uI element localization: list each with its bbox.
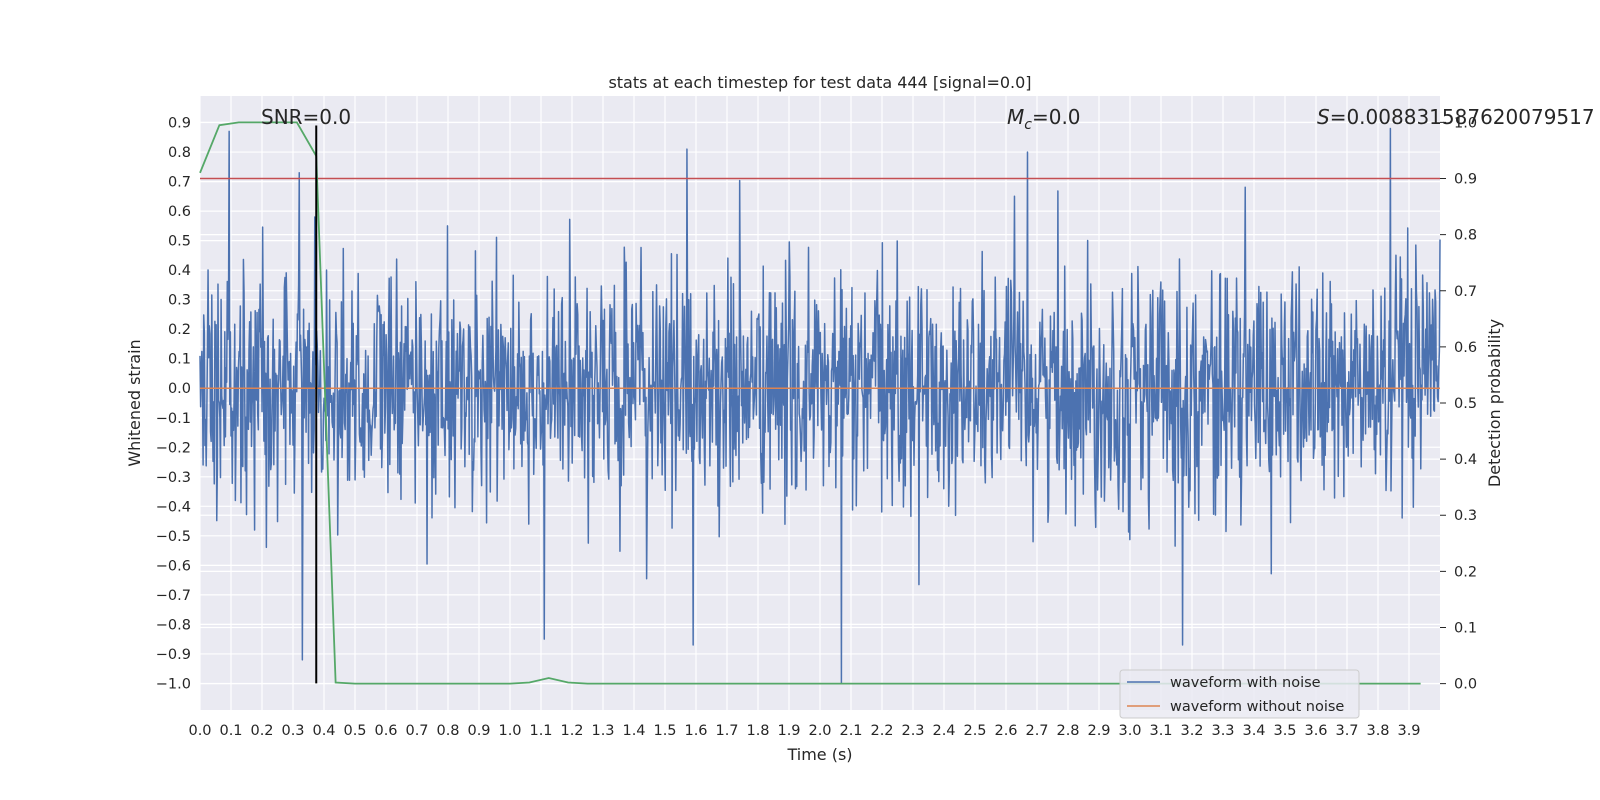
y2-axis-label: Detection probability bbox=[1485, 319, 1504, 487]
x-tick-label: 2.6 bbox=[994, 723, 1017, 739]
y-tick-label: −0.5 bbox=[156, 529, 191, 545]
y2-tick-label: 0.5 bbox=[1454, 396, 1477, 412]
x-tick-label: 3.0 bbox=[1118, 723, 1141, 739]
y-axis-label: Whitened strain bbox=[125, 339, 144, 466]
x-tick-label: 2.0 bbox=[808, 723, 831, 739]
y-tick-label: −0.9 bbox=[156, 647, 191, 663]
y2-tick-label: 1.0 bbox=[1454, 115, 1477, 131]
y-tick-label: −0.2 bbox=[156, 440, 191, 456]
y2-tick-label: 0.4 bbox=[1454, 452, 1477, 468]
y-tick-label: 0.0 bbox=[168, 381, 191, 397]
y-tick-label: −0.8 bbox=[156, 617, 191, 633]
x-tick-label: 1.9 bbox=[777, 723, 800, 739]
y2-ticks: 0.0 0.1 0.2 0.3 0.4 0.5 0.6 0.7 0.8 0.9 1.0 bbox=[1440, 115, 1477, 693]
x-tick-label: 0.3 bbox=[281, 723, 304, 739]
x-tick-label: 1.8 bbox=[746, 723, 769, 739]
y-ticks: −1.0 −0.9 −0.8 −0.7 −0.6 −0.5 −0.4 −0.3 −0.2 −0.1… bbox=[156, 116, 191, 693]
y-tick-label: 0.1 bbox=[168, 352, 191, 368]
grid bbox=[199, 96, 1440, 710]
series-layer bbox=[199, 121, 1441, 685]
x-tick-label: 1.0 bbox=[498, 723, 521, 739]
x-tick-label: 1.5 bbox=[653, 723, 676, 739]
x-tick-label: 3.1 bbox=[1149, 723, 1172, 739]
mc-annotation: Mc=0.0 bbox=[1007, 105, 1081, 133]
x-ticks: 0.0 0.1 0.2 0.3 0.4 0.5 0.6 0.7 0.8 0.9 1.0 1.1 1.2 1… bbox=[188, 723, 1420, 739]
s-symbol: S bbox=[1317, 105, 1330, 129]
y-tick-label: 0.9 bbox=[168, 116, 191, 132]
x-tick-label: 2.4 bbox=[932, 723, 955, 739]
mc-subscript: c bbox=[1024, 117, 1032, 133]
y2-tick-label: 0.1 bbox=[1454, 620, 1477, 636]
x-tick-label: 1.7 bbox=[715, 723, 738, 739]
x-tick-label: 0.8 bbox=[436, 723, 459, 739]
y-tick-label: −0.7 bbox=[156, 588, 191, 604]
y2-tick-label: 0.9 bbox=[1454, 172, 1477, 188]
x-tick-label: 0.1 bbox=[219, 723, 242, 739]
y-tick-label: −0.6 bbox=[156, 558, 191, 574]
x-tick-label: 3.8 bbox=[1366, 723, 1389, 739]
legend-label-noise: waveform with noise bbox=[1170, 675, 1321, 691]
x-tick-label: 0.6 bbox=[374, 723, 397, 739]
detection-probability-line bbox=[199, 121, 1421, 685]
x-tick-label: 3.3 bbox=[1211, 723, 1234, 739]
mc-value: =0.0 bbox=[1032, 105, 1081, 129]
y-tick-label: 0.8 bbox=[168, 145, 191, 161]
y-tick-label: −0.1 bbox=[156, 411, 191, 427]
x-tick-label: 0.5 bbox=[343, 723, 366, 739]
legend: waveform with noise waveform without noi… bbox=[1119, 669, 1360, 719]
y-tick-label: 0.5 bbox=[168, 234, 191, 250]
y2-tick-label: 0.7 bbox=[1454, 284, 1477, 300]
x-tick-label: 2.8 bbox=[1056, 723, 1079, 739]
x-tick-label: 1.1 bbox=[529, 723, 552, 739]
y-tick-label: 0.6 bbox=[168, 204, 191, 220]
y-tick-label: 0.3 bbox=[168, 293, 191, 309]
y2-tick-label: 0.8 bbox=[1454, 228, 1477, 244]
y2-tick-label: 0.3 bbox=[1454, 508, 1477, 524]
x-tick-label: 2.7 bbox=[1025, 723, 1048, 739]
y-tick-label: 0.4 bbox=[168, 263, 191, 279]
x-axis-label: Time (s) bbox=[786, 745, 852, 764]
chart-title: stats at each timestep for test data 444… bbox=[608, 73, 1031, 92]
x-tick-label: 1.4 bbox=[622, 723, 645, 739]
x-tick-label: 2.2 bbox=[870, 723, 893, 739]
y-tick-label: 0.2 bbox=[168, 322, 191, 338]
x-tick-label: 3.6 bbox=[1304, 723, 1327, 739]
x-tick-label: 1.6 bbox=[684, 723, 707, 739]
waveform-with-noise-line bbox=[199, 127, 1441, 685]
x-tick-label: 0.9 bbox=[467, 723, 490, 739]
y-tick-label: −0.3 bbox=[156, 470, 191, 486]
x-tick-label: 0.2 bbox=[250, 723, 273, 739]
x-tick-label: 2.3 bbox=[901, 723, 924, 739]
x-tick-label: 3.4 bbox=[1242, 723, 1265, 739]
y-tick-label: 0.7 bbox=[168, 175, 191, 191]
y-tick-label: −1.0 bbox=[156, 676, 191, 692]
x-tick-label: 3.5 bbox=[1273, 723, 1296, 739]
x-tick-label: 2.1 bbox=[839, 723, 862, 739]
y-tick-label: −0.4 bbox=[156, 499, 191, 515]
x-tick-label: 1.2 bbox=[560, 723, 583, 739]
s-annotation: S=0.008831587620079517 bbox=[1317, 105, 1595, 129]
x-tick-label: 2.9 bbox=[1087, 723, 1110, 739]
x-tick-label: 0.4 bbox=[312, 723, 335, 739]
legend-box bbox=[1119, 669, 1360, 719]
mc-symbol: M bbox=[1007, 105, 1024, 129]
x-tick-label: 1.3 bbox=[591, 723, 614, 739]
x-tick-label: 3.9 bbox=[1397, 723, 1420, 739]
snr-annotation: SNR=0.0 bbox=[261, 105, 351, 129]
s-value: =0.008831587620079517 bbox=[1330, 105, 1595, 129]
x-tick-label: 3.2 bbox=[1180, 723, 1203, 739]
x-tick-label: 3.7 bbox=[1335, 723, 1358, 739]
x-tick-label: 0.0 bbox=[188, 723, 211, 739]
y2-tick-label: 0.2 bbox=[1454, 564, 1477, 580]
x-tick-label: 2.5 bbox=[963, 723, 986, 739]
x-tick-label: 0.7 bbox=[405, 723, 428, 739]
y2-tick-label: 0.0 bbox=[1454, 677, 1477, 693]
legend-label-clean: waveform without noise bbox=[1170, 699, 1344, 715]
y2-tick-label: 0.6 bbox=[1454, 340, 1477, 356]
